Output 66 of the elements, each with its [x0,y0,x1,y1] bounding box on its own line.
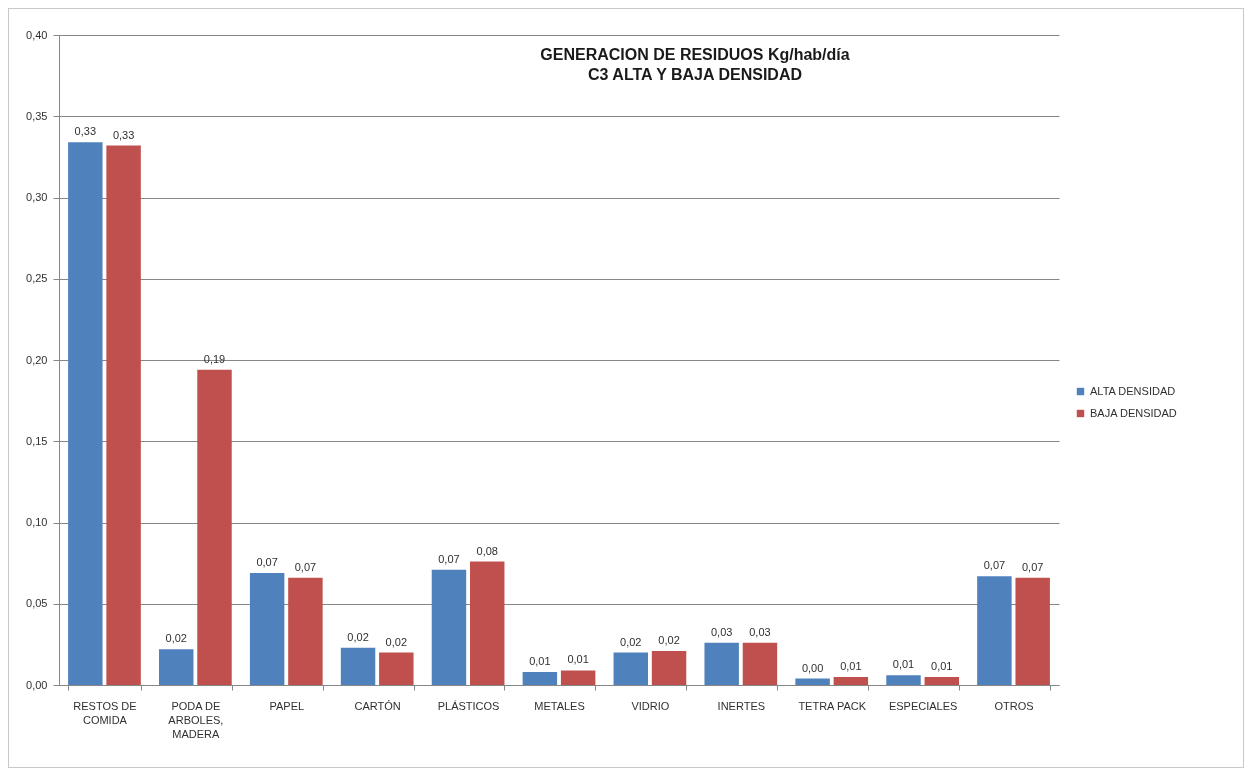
bar [1015,577,1050,685]
bar [613,652,648,685]
data-label: 0,01 [931,659,953,672]
data-label: 0,03 [749,625,771,638]
data-label: 0,33 [112,128,135,141]
legend-label: ALTA DENSIDAD [1090,384,1176,397]
x-tick-label: ESPECIALES [888,699,958,712]
data-label: 0,01 [840,659,862,672]
data-label: 0,07 [1021,560,1044,573]
bar [924,676,959,685]
y-tick-label: 0,40 [26,28,48,41]
bar [470,561,505,685]
bar [522,672,558,685]
data-label: 0,02 [385,635,408,648]
data-label: 0,07 [438,552,460,565]
bar [68,142,103,685]
bar [704,642,739,685]
y-tick-label: 0,15 [26,434,48,447]
data-label: 0,01 [567,653,589,666]
bar [651,650,687,685]
data-label: 0,00 [801,661,824,674]
bar [742,642,778,685]
data-label: 0,02 [165,632,187,645]
data-label: 0,07 [294,560,317,573]
data-label: 0,02 [658,633,680,646]
x-tick-label: OTROS [994,699,1034,712]
data-label: 0,08 [476,544,498,557]
data-label: 0,07 [983,559,1006,572]
data-label: 0,33 [74,125,97,138]
x-tick-label: PLÁSTICOS [437,699,500,712]
bar [159,649,194,685]
y-tick-label: 0,35 [26,109,48,122]
bar [795,678,830,685]
x-tick-label: PAPEL [269,699,305,712]
y-tick-label: 0,05 [26,597,48,610]
x-tick-label: RESTOS DE COMIDA [73,699,137,726]
data-label: 0,01 [892,658,915,671]
bar [106,145,141,685]
y-tick-label: 0,30 [26,191,48,203]
x-tick-label: CARTÓN [354,699,401,712]
bar [886,675,921,685]
data-label: 0,02 [620,635,642,648]
bar [379,652,414,685]
data-label: 0,03 [710,625,733,638]
legend-label: BAJA DENSIDAD [1090,406,1177,419]
data-label: 0,01 [529,655,551,667]
text: GENERACION DE RESIDUOS Kg/hab/día C3 ALTA Y BAJA DENSIDAD [540,46,850,83]
bar [249,572,285,685]
y-tick-label: 0,25 [26,272,48,285]
bar [560,670,596,685]
bar [833,676,869,685]
data-label: 0,07 [256,555,278,568]
y-tick-label: 0,20 [26,353,48,366]
bar [977,576,1012,685]
bar [340,647,376,685]
bar [288,577,323,685]
y-tick-label: 0,00 [26,678,48,691]
x-tick-label: PODA DE ARBOLES, MADERA [168,699,224,740]
x-tick-label: METALES [534,699,585,712]
data-label: 0,02 [347,630,369,643]
x-tick-label: TETRA PACK [798,699,867,712]
x-tick-label: INERTES [717,699,766,712]
bar [197,369,232,685]
bar [431,569,467,685]
x-tick-label: VIDRIO [631,699,670,712]
y-tick-label: 0,10 [26,516,48,528]
